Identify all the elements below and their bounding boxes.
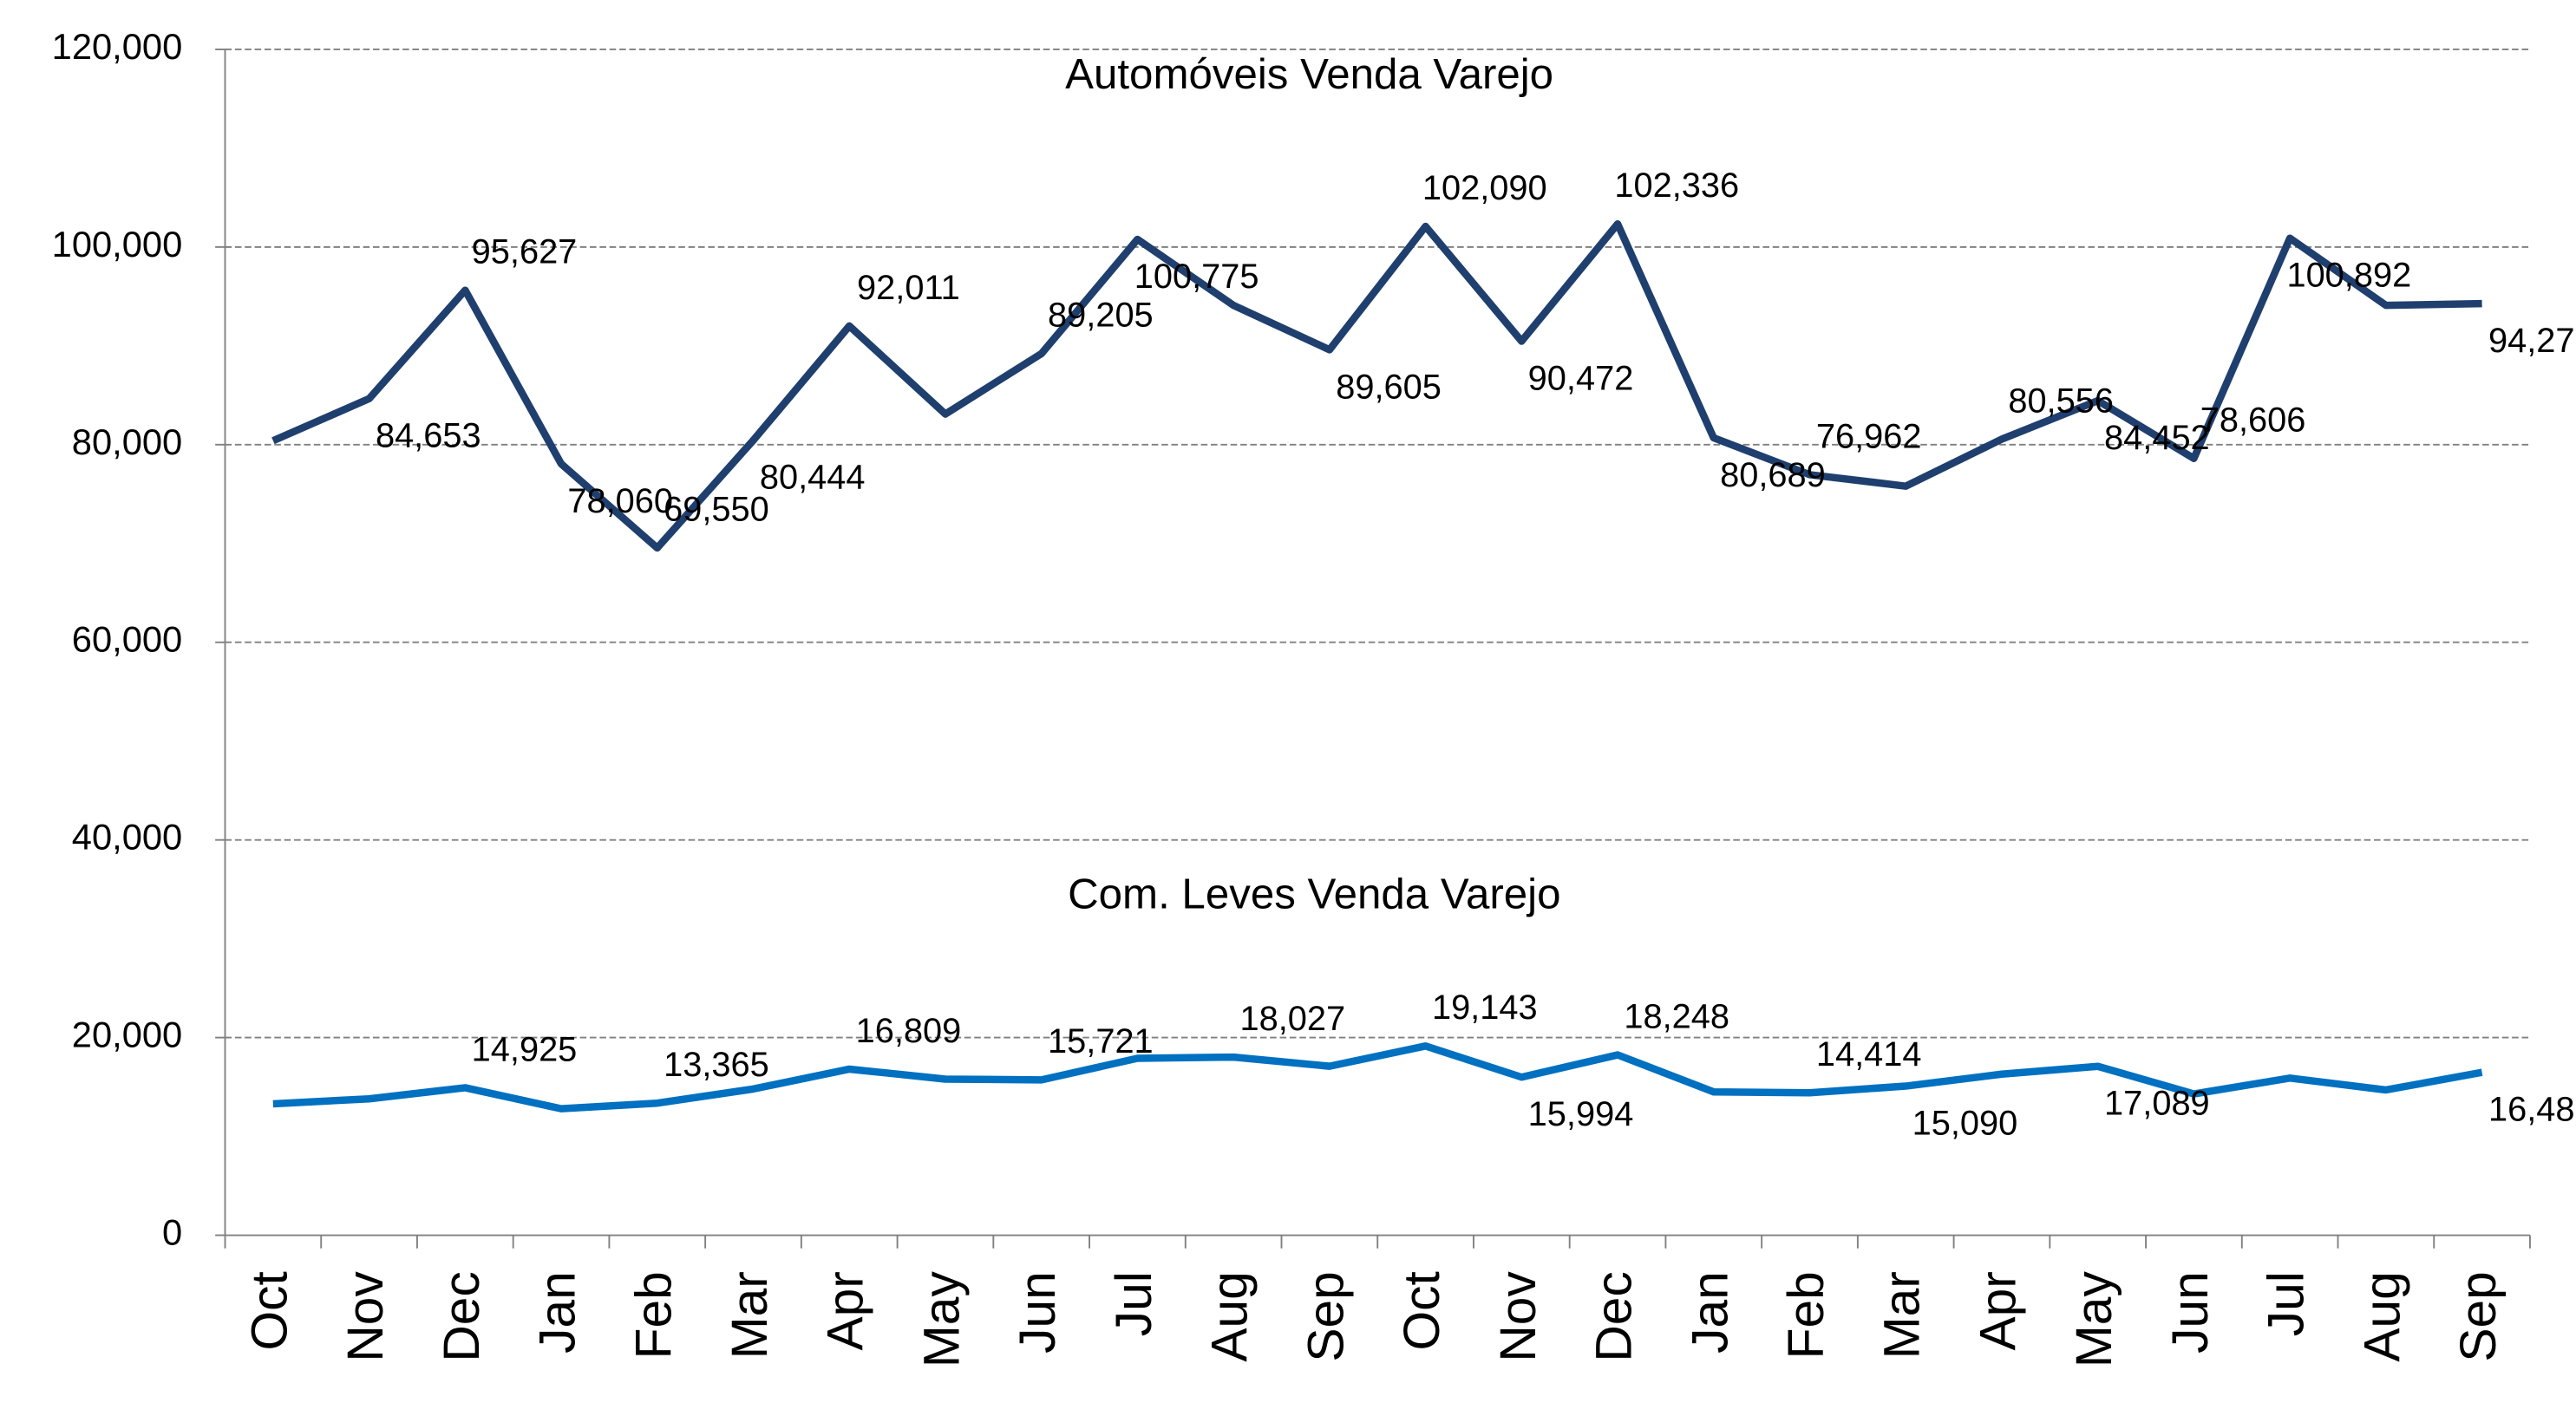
x-tick-label: Jun (1010, 1271, 1066, 1354)
x-tick-label: Mar (722, 1271, 778, 1359)
y-tick-label: 120,000 (52, 26, 183, 67)
x-tick-label: Apr (1970, 1271, 2026, 1350)
data-label: 14,925 (472, 1030, 578, 1068)
x-tick-label: Feb (1778, 1271, 1834, 1359)
data-label: 15,994 (1528, 1095, 1634, 1133)
x-tick-label: Sep (2450, 1271, 2507, 1361)
x-tick-label: Jan (1682, 1271, 1738, 1354)
data-label: 14,414 (1816, 1035, 1922, 1073)
series-line (271, 219, 2482, 552)
data-label: 78,606 (2200, 401, 2306, 440)
data-label: 19,143 (1432, 989, 1538, 1027)
data-label: 89,605 (1336, 368, 1442, 406)
y-tick-label: 60,000 (72, 619, 182, 660)
series-title: Com. Leves Venda Varejo (1068, 870, 1560, 917)
data-label: 94,273 (2488, 322, 2576, 360)
data-label: 84,452 (2104, 419, 2210, 457)
data-label: 78,060 (567, 482, 673, 520)
data-label: 16,480 (2488, 1091, 2576, 1129)
data-label: 90,472 (1528, 359, 1634, 397)
x-tick-label: Nov (337, 1271, 394, 1362)
x-tick-label: Aug (2354, 1271, 2410, 1361)
data-label: 100,892 (2286, 257, 2411, 295)
x-tick-label: Mar (1874, 1271, 1931, 1359)
data-label: 17,089 (2104, 1085, 2210, 1123)
data-label: 15,721 (1048, 1022, 1154, 1060)
data-label: 76,962 (1816, 417, 1922, 455)
x-tick-label: Dec (1586, 1271, 1643, 1361)
x-tick-label: Jul (1106, 1271, 1162, 1336)
data-label: 18,027 (1240, 1000, 1346, 1038)
data-label: 15,090 (1912, 1105, 2018, 1143)
x-tick-label: Oct (241, 1271, 297, 1350)
data-label: 102,336 (1614, 166, 1739, 205)
y-tick-label: 80,000 (72, 421, 182, 462)
x-tick-label: May (2066, 1271, 2122, 1368)
y-tick-label: 0 (162, 1212, 182, 1253)
x-tick-label: Sep (1298, 1271, 1354, 1361)
x-tick-label: Nov (1490, 1271, 1546, 1362)
x-tick-label: Aug (1202, 1271, 1259, 1361)
y-tick-label: 20,000 (72, 1015, 182, 1055)
x-tick-label: Jun (2162, 1271, 2219, 1354)
data-label: 80,556 (2008, 382, 2114, 420)
data-label: 100,775 (1134, 258, 1259, 296)
x-tick-label: Apr (818, 1271, 874, 1350)
data-label: 18,248 (1624, 997, 1729, 1035)
series-line (272, 1042, 2483, 1113)
data-label: 13,365 (664, 1046, 769, 1084)
data-label: 89,205 (1048, 297, 1154, 335)
x-tick-label: May (913, 1271, 970, 1368)
x-tick-label: Feb (625, 1271, 682, 1359)
data-label: 95,627 (472, 233, 578, 271)
data-label: 92,011 (857, 269, 960, 307)
data-label: 80,689 (1720, 456, 1826, 494)
x-tick-label: Dec (434, 1271, 490, 1361)
data-label: 102,090 (1422, 169, 1547, 207)
series-title: Automóveis Venda Varejo (1065, 50, 1553, 98)
y-tick-label: 100,000 (52, 224, 183, 264)
x-tick-label: Oct (1394, 1271, 1450, 1350)
data-label: 69,550 (664, 491, 769, 529)
data-label: 80,444 (760, 459, 866, 497)
data-label: 84,653 (376, 417, 481, 455)
y-tick-label: 40,000 (72, 817, 182, 858)
x-tick-label: Jul (2259, 1271, 2315, 1336)
x-tick-label: Jan (530, 1271, 586, 1354)
data-label: 16,809 (856, 1012, 962, 1050)
